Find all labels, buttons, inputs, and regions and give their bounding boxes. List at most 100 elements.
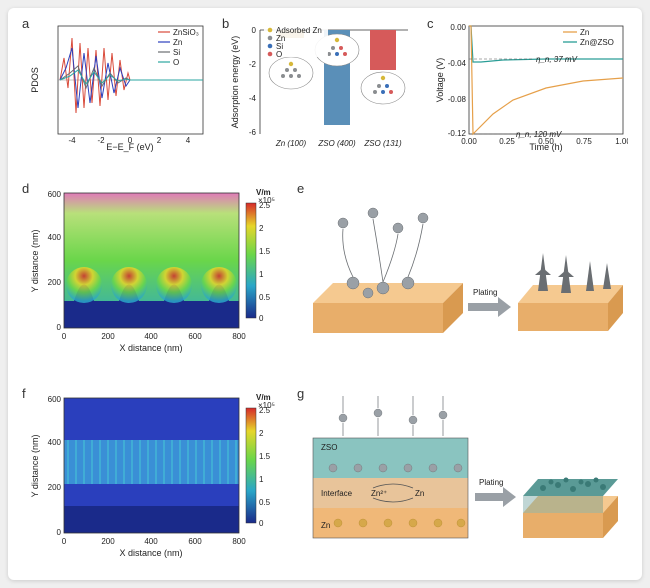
panel-d-plot: X distance (nm) Y distance (nm) 02004006…: [28, 183, 283, 358]
svg-text:0: 0: [252, 26, 257, 35]
panel-f-xticks: 0 200 400 600 800: [62, 537, 246, 546]
panel-g-ion-text: Zn²⁺: [371, 489, 387, 498]
svg-text:2: 2: [157, 136, 162, 145]
panel-b-yticks: 0 -2 -4 -6: [249, 26, 257, 137]
panel-a-plot: E−E_F (eV) PDOS -4-2024 ZnSiO₃ Zn Si O: [28, 18, 208, 153]
svg-text:O: O: [173, 58, 179, 67]
panel-d: d: [28, 183, 283, 358]
svg-text:-0.04: -0.04: [448, 59, 467, 68]
panel-f-xlabel: X distance (nm): [119, 548, 182, 558]
svg-text:0: 0: [62, 537, 67, 546]
panel-c-ylabel: Voltage (V): [435, 58, 445, 103]
svg-text:0.5: 0.5: [259, 293, 271, 302]
panel-c-anno-37: η_n, 37 mV: [536, 55, 578, 64]
svg-text:Zn: Zn: [173, 38, 182, 47]
panel-e: e Plating: [303, 183, 628, 358]
figure-container: a E−E_F (eV) PDOS -4-2024 ZnSiO₃ Zn: [8, 8, 642, 580]
svg-text:2: 2: [259, 224, 264, 233]
panel-g-incoming-ions: [339, 409, 447, 424]
svg-text:1: 1: [259, 475, 264, 484]
panel-e-label: e: [297, 181, 304, 196]
svg-text:-2: -2: [249, 60, 257, 69]
svg-text:200: 200: [48, 278, 62, 287]
panel-g-zn-text: Zn: [321, 521, 330, 530]
svg-text:1.00: 1.00: [615, 137, 628, 146]
panel-g: g ZSO Interface Zn: [303, 388, 628, 563]
svg-text:800: 800: [232, 332, 246, 341]
panel-d-ylabel: Y distance (nm): [30, 230, 40, 293]
svg-text:0: 0: [128, 136, 133, 145]
svg-text:ZSO (400): ZSO (400): [317, 139, 356, 148]
svg-text:Zn@ZSO: Zn@ZSO: [580, 38, 614, 47]
svg-text:600: 600: [48, 395, 62, 404]
svg-text:O: O: [276, 50, 282, 59]
panel-e-arrows: [343, 219, 423, 282]
panel-g-result-block: [523, 478, 618, 539]
svg-text:-2: -2: [97, 136, 105, 145]
panel-e-graphic: Plating: [303, 183, 628, 358]
panel-b-label: b: [222, 16, 229, 31]
svg-text:0: 0: [259, 314, 264, 323]
svg-text:Plating: Plating: [473, 288, 497, 297]
svg-text:ZSO (131): ZSO (131): [363, 139, 402, 148]
svg-text:0.00: 0.00: [450, 23, 466, 32]
svg-text:400: 400: [48, 438, 62, 447]
panel-b: b 0-2-4-6 Adsorption energy (eV): [228, 18, 413, 153]
svg-text:0.5: 0.5: [259, 498, 271, 507]
svg-text:400: 400: [144, 332, 158, 341]
svg-text:-6: -6: [249, 128, 257, 137]
svg-text:800: 800: [232, 537, 246, 546]
panel-f-cb-ticks: 2.5 2 1.5 1 0.5 0: [259, 406, 271, 528]
panel-b-bar-zso131: [370, 30, 396, 70]
svg-text:0: 0: [57, 528, 62, 537]
svg-text:600: 600: [188, 537, 202, 546]
svg-text:0: 0: [57, 323, 62, 332]
panel-b-ylabel: Adsorption energy (eV): [230, 36, 240, 129]
svg-text:Plating: Plating: [479, 478, 503, 487]
svg-text:2: 2: [259, 429, 264, 438]
panel-f: f X distance (nm) Y distance (nm) 020040…: [28, 388, 283, 563]
panel-f-label: f: [22, 386, 26, 401]
panel-b-plot: 0-2-4-6 Adsorption energy (eV) Zn (: [228, 18, 413, 153]
svg-text:200: 200: [101, 332, 115, 341]
panel-g-zso-text: ZSO: [321, 443, 337, 452]
svg-text:600: 600: [188, 332, 202, 341]
svg-text:ZnSiO₃: ZnSiO₃: [173, 28, 199, 37]
svg-text:400: 400: [144, 537, 158, 546]
panel-a-xticks: -4-2024: [68, 136, 190, 145]
svg-text:1.5: 1.5: [259, 247, 271, 256]
panel-a-label: a: [22, 16, 29, 31]
svg-text:600: 600: [48, 190, 62, 199]
svg-text:Si: Si: [173, 48, 180, 57]
svg-text:2.5: 2.5: [259, 406, 271, 415]
panel-g-label: g: [297, 386, 304, 401]
panel-g-graphic: ZSO Interface Zn Zn²⁺ Zn: [303, 388, 628, 563]
panel-d-label: d: [22, 181, 29, 196]
svg-text:200: 200: [48, 483, 62, 492]
svg-text:200: 200: [101, 537, 115, 546]
svg-text:0: 0: [62, 332, 67, 341]
panel-d-yticks: 0200400600: [48, 190, 62, 332]
panel-f-plot: X distance (nm) Y distance (nm) 02004006…: [28, 388, 283, 563]
svg-text:0: 0: [259, 519, 264, 528]
panel-e-plating-arrow: Plating: [468, 288, 511, 317]
panel-d-xticks: 0 200 400 600 800: [62, 332, 246, 341]
panel-c-yticks: 0.00 -0.04 -0.08 -0.12: [448, 23, 467, 138]
svg-text:1: 1: [259, 270, 264, 279]
panel-a: a E−E_F (eV) PDOS -4-2024 ZnSiO₃ Zn: [28, 18, 208, 153]
panel-d-cb-ticks: 2.5 2 1.5 1 0.5 0: [259, 201, 271, 323]
svg-text:4: 4: [186, 136, 191, 145]
svg-text:-0.12: -0.12: [448, 129, 467, 138]
panel-g-plating-arrow: Plating: [475, 478, 516, 507]
svg-text:-4: -4: [249, 94, 257, 103]
panel-b-categories: Zn (100) ZSO (400) ZSO (131): [275, 139, 402, 148]
panel-d-xlabel: X distance (nm): [119, 343, 182, 353]
panel-g-down-arrows: [343, 396, 443, 436]
panel-a-ylabel: PDOS: [30, 67, 40, 93]
svg-text:-0.08: -0.08: [448, 95, 467, 104]
panel-f-ylabel: Y distance (nm): [30, 435, 40, 498]
panel-c-plot: Time (h) Voltage (V) 0.000.250.500.751.0…: [433, 18, 628, 153]
svg-text:2.5: 2.5: [259, 201, 271, 210]
svg-text:0.00: 0.00: [461, 137, 477, 146]
svg-text:1.5: 1.5: [259, 452, 271, 461]
